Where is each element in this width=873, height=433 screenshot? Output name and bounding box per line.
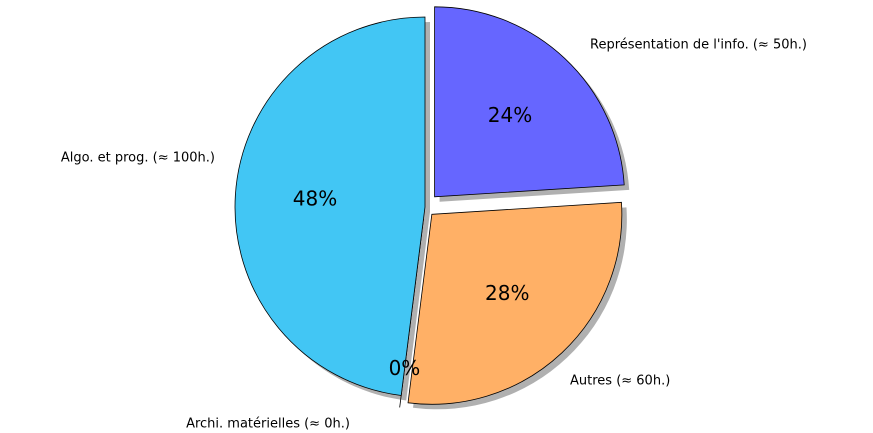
value-label: 0% [389, 356, 421, 380]
value-label: 28% [485, 281, 529, 305]
slice [234, 16, 426, 396]
value-label: 24% [488, 103, 532, 127]
slice-label: Autres (≈ 60h.) [570, 374, 670, 389]
value-label: 48% [293, 187, 337, 211]
slice [434, 6, 625, 198]
slice-label: Représentation de l'info. (≈ 50h.) [590, 38, 807, 53]
slice-label: Algo. et prog. (≈ 100h.) [61, 151, 215, 166]
slice [407, 201, 623, 405]
slice-label: Archi. matérielles (≈ 0h.) [186, 417, 350, 432]
